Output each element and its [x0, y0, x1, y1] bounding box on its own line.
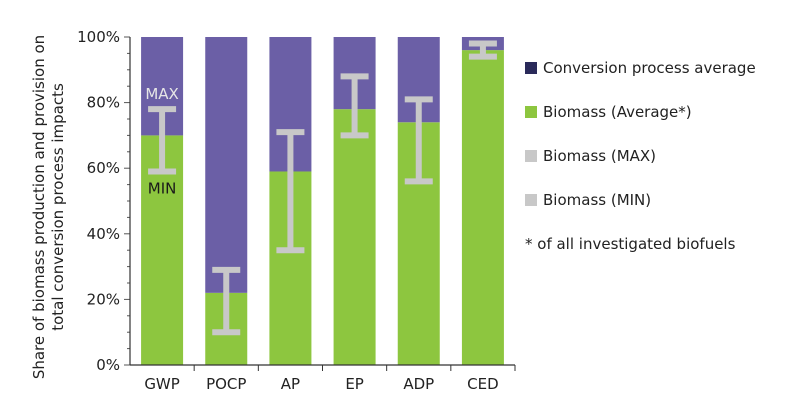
x-tick-label-pocp: POCP	[206, 375, 246, 393]
legend-swatch-4	[525, 194, 537, 206]
y-minor-ticks	[124, 36, 130, 366]
axes	[129, 37, 516, 371]
annotation-max: MAX	[145, 85, 178, 103]
bar-ced-biomass	[461, 50, 504, 366]
legend: Conversion process average Biomass (Avera…	[525, 59, 756, 253]
legend-label-2: Biomass (Average*)	[543, 103, 692, 121]
y-tick-label: 60%	[87, 159, 120, 177]
legend-footnote: * of all investigated biofuels	[525, 235, 736, 253]
y-tick-label: 20%	[87, 290, 120, 308]
y-axis-label-line-1: Share of biomass production and provisio…	[30, 35, 48, 379]
y-tick-labels: 0% 20% 40% 60% 80% 100%	[77, 28, 120, 374]
y-tick-label: 0%	[96, 356, 120, 374]
legend-label-1: Conversion process average	[543, 59, 756, 77]
bar-pocp-conversion	[205, 37, 248, 293]
x-tick-label-ep: EP	[345, 375, 364, 393]
legend-label-3: Biomass (MAX)	[543, 147, 656, 165]
x-tick-labels: GWP POCP AP EP ADP CED	[144, 375, 498, 393]
range-markers	[148, 40, 497, 336]
x-tick-label-ced: CED	[467, 375, 499, 393]
x-tick-label-gwp: GWP	[144, 375, 180, 393]
y-tick-label: 100%	[77, 28, 120, 46]
x-tick-label-adp: ADP	[403, 375, 434, 393]
annotations: MAX MIN	[145, 85, 178, 197]
legend-swatch-1	[525, 62, 537, 74]
annotation-min: MIN	[148, 179, 177, 197]
x-tick-label-ap: AP	[281, 375, 300, 393]
y-axis-label-line-2: total conversion process impacts	[49, 83, 67, 331]
legend-swatch-3	[525, 150, 537, 162]
bars	[141, 37, 504, 366]
legend-swatch-2	[525, 106, 537, 118]
legend-label-4: Biomass (MIN)	[543, 191, 651, 209]
y-tick-label: 80%	[87, 94, 120, 112]
y-tick-label: 40%	[87, 225, 120, 243]
bar-ep-biomass	[333, 109, 376, 365]
